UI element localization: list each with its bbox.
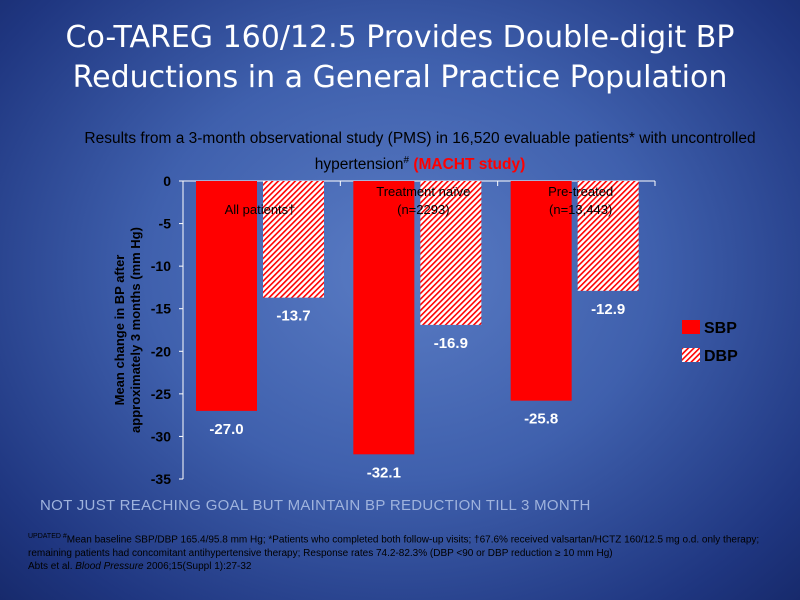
y-tick-label: -10 [151, 258, 171, 274]
footnote-text: Mean baseline SBP/DBP 165.4/95.8 mm Hg; … [28, 534, 760, 559]
study-name: (MACHT study) [413, 156, 526, 174]
category-label: Pre-treated (n=13,443) [548, 184, 613, 217]
legend-swatch-sbp [682, 320, 700, 334]
bar-dbp [577, 181, 639, 291]
slide-title: Co-TAREG 160/12.5 Provides Double-digit … [40, 18, 760, 98]
data-label: -27.0 [209, 421, 243, 438]
y-tick-label: -25 [151, 386, 171, 402]
legend-label: SBP [704, 320, 737, 337]
title-line-2: Reductions in a General Practice Populat… [72, 60, 728, 95]
y-tick-label: -35 [151, 471, 171, 487]
data-label: -25.8 [524, 411, 558, 428]
legend-label: DBP [704, 348, 738, 365]
y-axis-label: Mean change in BP afterapproximately 3 m… [112, 227, 143, 433]
y-tick-label: -30 [151, 428, 171, 444]
category-label: All patients† [225, 202, 296, 217]
y-tick-label: -15 [151, 301, 171, 317]
bar-sbp [510, 181, 572, 401]
data-label: -32.1 [367, 464, 401, 481]
banner-text: NOT JUST REACHING GOAL BUT MAINTAIN BP R… [40, 497, 591, 514]
ref-details: 2006;15(Suppl 1):27-32 [143, 561, 252, 573]
subtitle-sup: # [403, 155, 410, 166]
data-label: -16.9 [434, 335, 468, 352]
updated-label: UPDATED # [28, 533, 67, 540]
footnote: UPDATED #Mean baseline SBP/DBP 165.4/95.… [28, 530, 778, 574]
title-line-1: Co-TAREG 160/12.5 Provides Double-digit … [65, 20, 735, 55]
ref-journal: Blood Pressure [75, 561, 144, 573]
bar-sbp [196, 181, 257, 411]
bar-dbp [263, 181, 324, 298]
category-label: Treatment naïve (n=2293) [376, 184, 470, 217]
subtitle-main: Results from a 3-month observational stu… [84, 130, 756, 174]
y-tick-label: -5 [159, 216, 172, 232]
bar-sbp [353, 181, 415, 455]
y-tick-label: 0 [163, 173, 171, 189]
data-label: -12.9 [591, 301, 625, 318]
ref-authors: Abts et al. [28, 561, 76, 573]
y-tick-label: -20 [151, 343, 171, 359]
chart-subtitle: Results from a 3-month observational stu… [50, 128, 790, 176]
legend-swatch-dbp [682, 348, 700, 362]
bar-dbp [420, 181, 482, 325]
data-label: -13.7 [276, 308, 310, 325]
